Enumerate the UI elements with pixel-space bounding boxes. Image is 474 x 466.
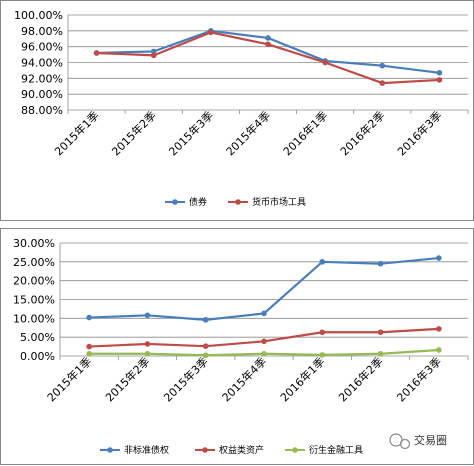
y-tick-label: 30.00% [13, 237, 55, 250]
y-tick-label: 100.00% [14, 9, 63, 22]
legend-label: 衍生金融工具 [309, 444, 363, 456]
data-point [93, 50, 100, 56]
data-point [202, 317, 209, 323]
wechat-icon-bubble [399, 438, 411, 450]
y-tick-label: 96.00% [21, 41, 63, 54]
data-point [86, 314, 92, 321]
legend-label: 非标准债权 [124, 444, 169, 456]
y-tick-label: 92.00% [21, 72, 63, 85]
data-point [265, 41, 271, 48]
data-point [261, 338, 267, 345]
data-point [202, 352, 209, 359]
data-point [261, 310, 267, 317]
legend-label: 货币市场工具 [252, 196, 306, 208]
y-tick-label: 98.00% [21, 25, 63, 38]
y-tick-label: 88.00% [21, 104, 63, 117]
data-point [436, 69, 443, 76]
data-point [144, 341, 151, 347]
data-point [144, 312, 151, 319]
y-tick-label: 15.00% [13, 294, 55, 307]
data-point [150, 52, 157, 59]
data-point [150, 48, 157, 55]
data-point [379, 80, 386, 86]
legend-marker [292, 447, 298, 453]
data-point [322, 59, 328, 66]
data-point [377, 350, 384, 357]
legend-marker [202, 447, 208, 453]
y-tick-label: 90.00% [21, 88, 63, 101]
data-point [377, 329, 384, 336]
legend-label: 权益类资产 [219, 444, 264, 456]
y-tick-label: 20.00% [13, 275, 55, 288]
data-point [436, 347, 442, 353]
y-tick-label: 5.00% [20, 331, 55, 344]
data-point [436, 326, 442, 332]
data-point [144, 350, 151, 357]
y-tick-label: 0.00% [20, 350, 55, 363]
data-point [86, 350, 92, 357]
data-point [86, 343, 92, 350]
legend-marker [235, 199, 241, 205]
data-point [319, 352, 326, 358]
data-point [202, 343, 209, 350]
legend-marker [107, 447, 113, 453]
data-point [208, 29, 214, 36]
legend-label: 债券 [189, 196, 207, 208]
data-point [379, 62, 386, 69]
watermark-text: 交易圈 [414, 433, 447, 447]
y-tick-label: 10.00% [13, 312, 55, 325]
data-point [265, 35, 271, 41]
data-point [377, 260, 384, 267]
legend-marker [172, 199, 178, 205]
data-point [319, 329, 326, 336]
y-tick-label: 94.00% [21, 57, 63, 70]
data-point [436, 255, 442, 261]
y-tick-label: 25.00% [13, 256, 55, 269]
data-point [319, 259, 326, 265]
data-point [261, 350, 267, 357]
bottom-chart-frame [0, 228, 474, 465]
data-point [436, 77, 443, 83]
watermark: 交易圈 [389, 433, 447, 450]
